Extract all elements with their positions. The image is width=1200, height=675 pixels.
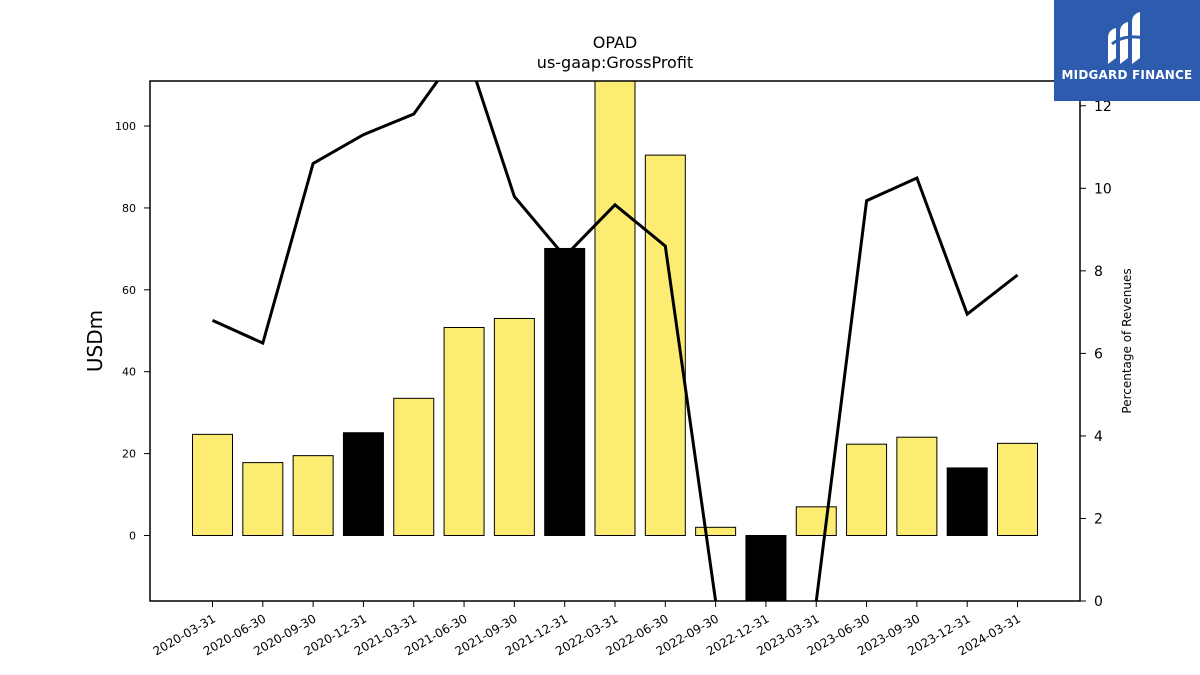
y-tick-label: 40 bbox=[122, 366, 136, 379]
bar bbox=[342, 432, 384, 536]
ratio-line bbox=[211, 81, 1019, 601]
series-line bbox=[211, 81, 1019, 601]
y2-tick-label: 6 bbox=[1094, 346, 1103, 362]
bar bbox=[393, 397, 435, 536]
y-tick-label: 60 bbox=[122, 284, 136, 297]
y-axis-label: USDm bbox=[83, 310, 107, 372]
y-tick-label: 0 bbox=[129, 529, 136, 542]
bar bbox=[846, 443, 888, 536]
bar bbox=[795, 506, 837, 536]
bar bbox=[192, 433, 233, 536]
bar bbox=[695, 526, 737, 536]
bar bbox=[443, 326, 485, 536]
y-tick-label: 80 bbox=[122, 202, 136, 215]
bar bbox=[997, 442, 1038, 536]
bar bbox=[896, 436, 938, 536]
x-axis: 2020-03-312020-06-302020-09-302020-12-31… bbox=[151, 601, 1023, 658]
brand-logo: MIDGARD FINANCE bbox=[1054, 0, 1200, 101]
y-axis-right: 0 2 4 6 8 10 12 bbox=[1080, 99, 1112, 610]
bar bbox=[544, 247, 586, 536]
logo-text: MIDGARD FINANCE bbox=[1061, 68, 1193, 82]
chart-title: OPAD bbox=[593, 33, 637, 52]
logo-mark-icon bbox=[1108, 12, 1145, 64]
bar bbox=[946, 467, 988, 536]
bars bbox=[192, 81, 1038, 601]
y2-tick-label: 10 bbox=[1094, 181, 1112, 197]
y2-axis-label: Percentage of Revenues bbox=[1120, 268, 1134, 413]
y2-tick-label: 0 bbox=[1094, 594, 1103, 610]
y-tick-label: 20 bbox=[122, 448, 136, 461]
y-tick-label: 100 bbox=[115, 120, 136, 133]
bar bbox=[493, 317, 535, 536]
bar bbox=[594, 81, 636, 536]
y2-tick-label: 8 bbox=[1094, 264, 1103, 280]
bar bbox=[242, 462, 284, 536]
bar bbox=[292, 455, 334, 536]
chart-subtitle: us-gaap:GrossProfit bbox=[537, 53, 693, 72]
y-axis-left: 0 20 40 60 80 100 bbox=[115, 120, 150, 542]
y2-tick-label: 12 bbox=[1094, 99, 1112, 115]
y2-tick-label: 2 bbox=[1094, 511, 1103, 527]
bar bbox=[745, 534, 787, 601]
y2-tick-label: 4 bbox=[1094, 429, 1103, 445]
